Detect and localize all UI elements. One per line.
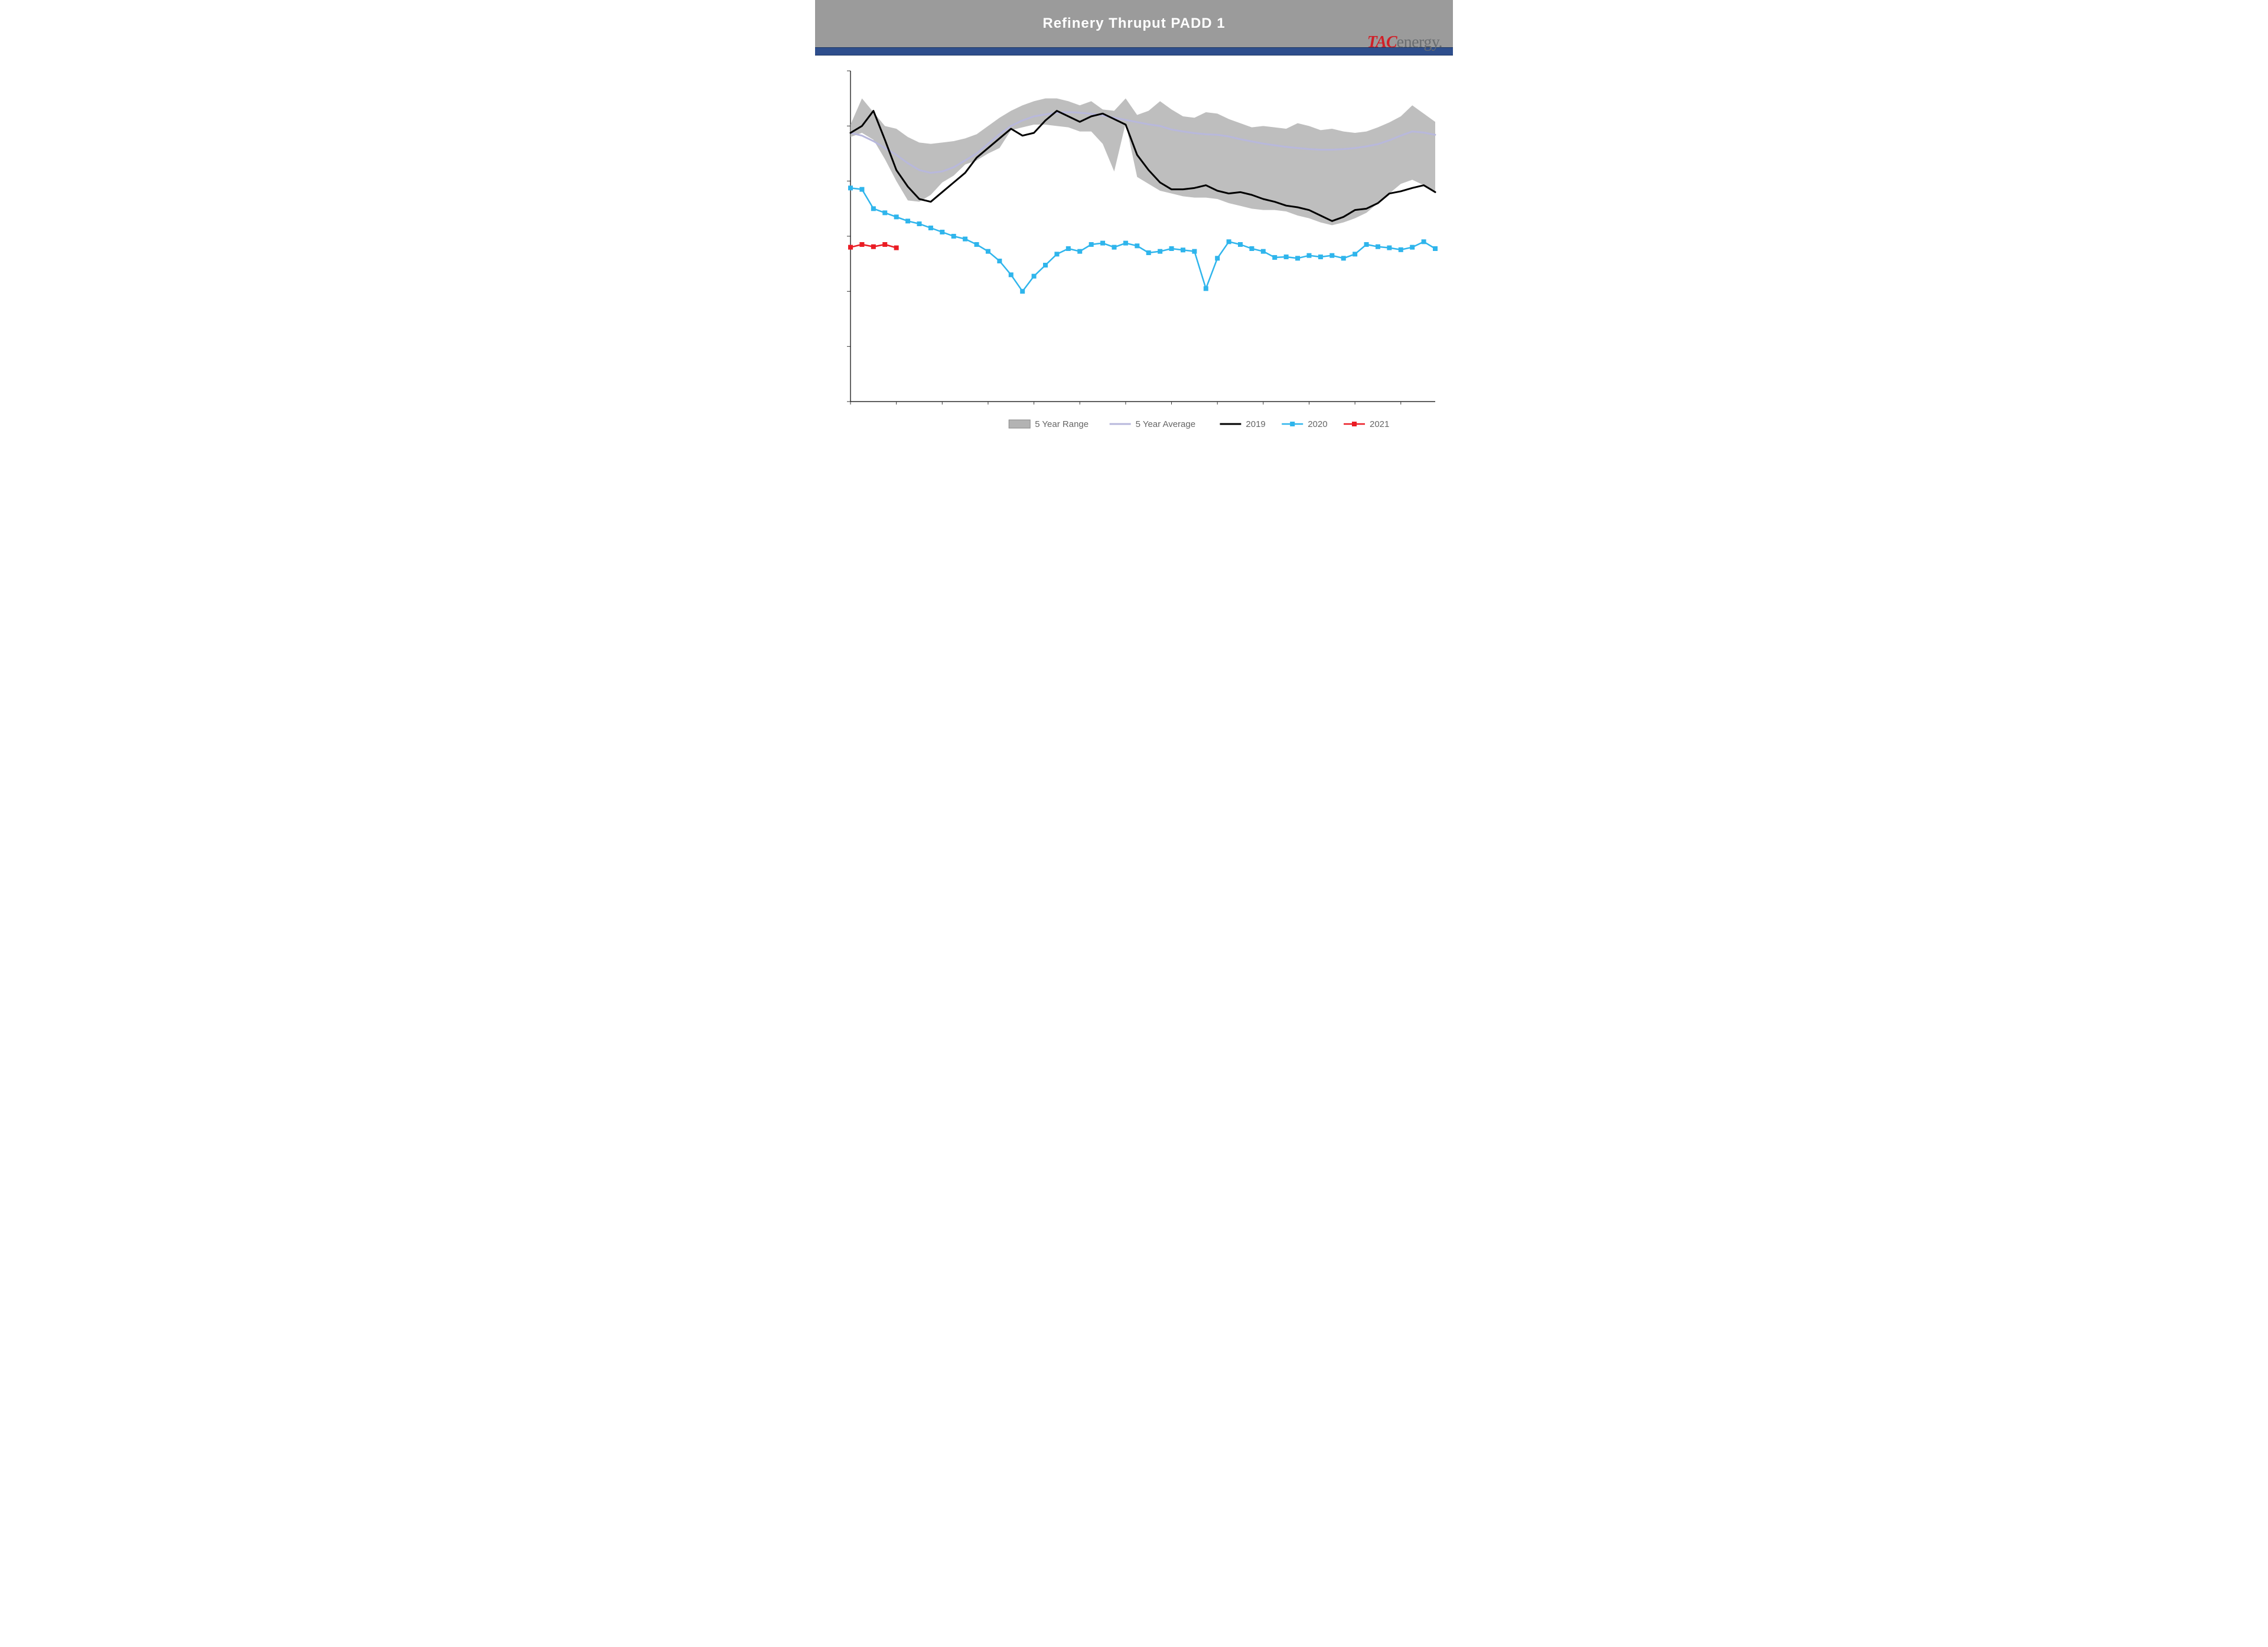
series-2020-marker [860,187,864,191]
series-2020-marker [1239,243,1243,247]
series-2021-marker [871,244,875,249]
series-2020-marker [1181,248,1185,252]
series-2020-marker [917,222,921,226]
series-2020-marker [883,211,887,215]
series-2021-marker [894,246,898,250]
series-2020-marker [894,215,898,219]
legend-label-y2020: 2020 [1308,419,1327,429]
series-2020-marker [1330,253,1334,257]
chart-title: Refinery Thruput PADD 1 [1042,15,1225,32]
title-bar: Refinery Thruput PADD 1 [815,0,1453,47]
series-2020-marker [1192,249,1197,253]
legend-label-y2019: 2019 [1246,419,1265,429]
legend-label-y2021: 2021 [1370,419,1389,429]
legend: 5 Year Range 5 Year Average 2019 2020 2021 [1009,419,1389,429]
series-2020-marker [1066,247,1070,251]
series-2020-marker [1021,289,1025,293]
series-2020-marker [1284,255,1288,259]
series-2020-marker [1044,263,1048,268]
series-2020-marker [1387,246,1392,250]
legend-item-y2019: 2019 [1220,419,1265,429]
series-2020-marker [1273,255,1277,259]
series-2020-marker [1296,256,1300,260]
series-2020-marker [1250,247,1254,251]
series-2020-marker [1376,244,1380,249]
series-2020-marker [1123,241,1128,245]
brand-logo: TACenergy. [1367,33,1442,52]
series-2020-marker [1146,251,1151,255]
series-2020-marker [1158,249,1162,253]
series-2020-marker [1364,243,1368,247]
series-2020-marker [1318,255,1322,259]
series-2020-marker [986,249,990,253]
series-2020-marker [998,259,1002,263]
series-2021-marker [849,245,853,249]
series-2020-marker [1112,245,1116,249]
legend-item-y2020: 2020 [1282,419,1327,429]
series-2021-marker [883,243,887,247]
brand-tac: TAC [1367,33,1397,51]
series-2020-marker [1216,256,1220,260]
series-2020-marker [1032,274,1036,278]
header-rule [815,47,1453,56]
series-2020-marker [871,207,875,211]
series-2020-marker [963,237,967,241]
series-2020-marker [1101,241,1105,245]
series-2020-marker [1433,247,1438,251]
series-2020-marker [1135,244,1139,248]
series-2020-marker [849,186,853,190]
series-2020-marker [1078,249,1082,253]
series-2020-marker [975,243,979,247]
legend-item-y2021: 2021 [1344,419,1389,429]
series-2020-marker [1261,249,1265,253]
series-2020-marker [1169,247,1174,251]
legend-item-avg: 5 Year Average [1110,419,1195,429]
series-2020-marker [1055,252,1059,256]
series-2020-marker [1353,252,1357,256]
series-2020-marker [1009,273,1013,277]
brand-energy: energy. [1397,33,1442,51]
series-2020-marker [1422,240,1426,244]
series-2021-marker [860,243,864,247]
chart-plot: 5 Year Range 5 Year Average 2019 2020 2021 [827,59,1441,449]
series-2020-marker [1410,245,1415,249]
series-2020-marker [1307,253,1311,257]
series-2020-marker [1399,247,1403,252]
series-2020-marker [1204,286,1208,291]
series-2020-marker [1227,240,1231,244]
series-2020-marker [1341,256,1345,260]
series-2020-marker [951,234,956,239]
legend-label-range: 5 Year Range [1035,419,1089,429]
series-2020-marker [928,226,933,230]
series-2020-marker [1089,243,1093,247]
series-2020-marker [906,219,910,223]
legend-item-range: 5 Year Range [1009,419,1089,429]
legend-label-avg: 5 Year Average [1136,419,1195,429]
series-2020-marker [940,230,944,234]
